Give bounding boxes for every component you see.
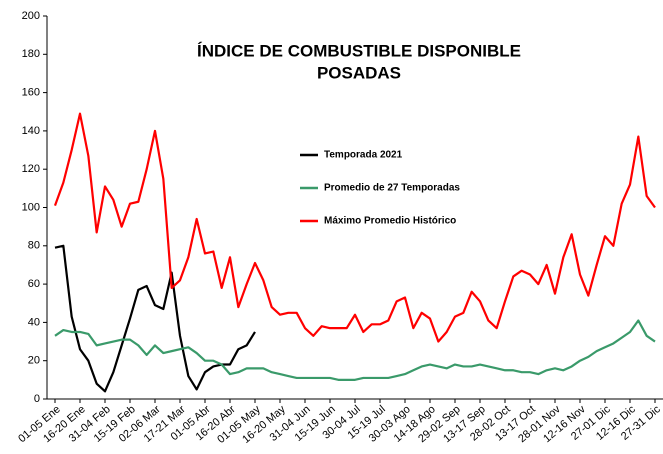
series-line	[53, 112, 656, 343]
series-line	[54, 319, 656, 381]
legend-label: Promedio de 27 Temporadas	[324, 183, 460, 194]
y-tick-label: 200	[22, 10, 40, 22]
y-tick-label: 20	[28, 355, 40, 367]
y-tick-label: 80	[28, 240, 40, 252]
y-tick-label: 180	[22, 48, 40, 60]
y-tick-label: 120	[22, 163, 40, 175]
y-tick-label: 60	[28, 278, 40, 290]
legend-label: Temporada 2021	[324, 150, 403, 161]
y-tick-label: 100	[22, 201, 40, 213]
y-tick-label: 0	[34, 393, 40, 405]
y-tick-label: 160	[22, 87, 40, 99]
y-tick-label: 140	[22, 125, 40, 137]
chart-title: ÍNDICE DE COMBUSTIBLE DISPONIBLE	[197, 41, 521, 60]
chart-title: POSADAS	[317, 63, 401, 82]
y-tick-label: 40	[28, 316, 40, 328]
legend-label: Máximo Promedio Histórico	[324, 216, 456, 227]
